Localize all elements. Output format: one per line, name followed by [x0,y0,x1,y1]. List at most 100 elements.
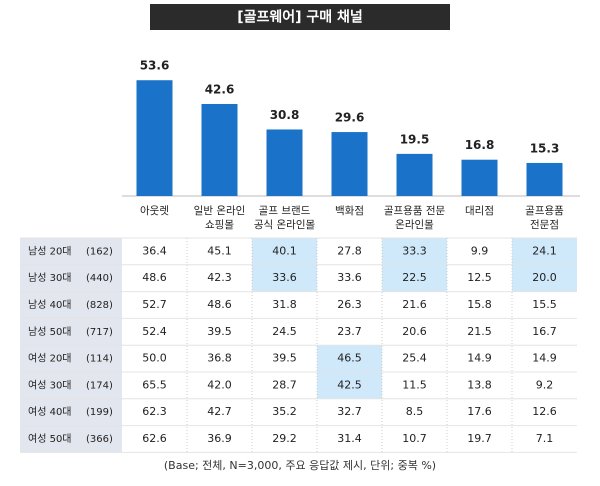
highlight-cell [252,238,317,265]
category-label: 골프 브랜드 [259,205,311,217]
table-cell: 8.5 [406,405,424,418]
row-label: 여성 40대 [28,406,72,418]
category-label: 골프용품 전문 [384,205,446,217]
table-cell: 33.6 [337,271,362,284]
table-cell: 52.7 [142,298,167,311]
bar [201,103,238,196]
value-label: 29.6 [335,111,365,125]
category-label: 골프용품 [525,205,564,217]
row-n: (440) [86,273,113,284]
value-label: 16.8 [465,138,495,152]
highlight-cell [317,345,382,372]
bar [396,153,433,196]
table-cell: 42.5 [337,378,362,391]
table-cell: 11.5 [402,378,427,391]
highlight-cell [317,372,382,399]
category-label: 전문점 [530,219,559,231]
chart-title: [골프웨어] 구매 채널 [237,9,363,26]
table-cell: 62.3 [142,405,167,418]
bar [266,129,303,196]
table-cell: 52.4 [142,325,167,338]
table-cell: 33.6 [272,271,297,284]
row-label: 여성 30대 [28,379,72,391]
table-cell: 10.7 [402,432,427,445]
table-cell: 26.3 [337,298,362,311]
table-cell: 15.8 [467,298,492,311]
table-cell: 36.8 [207,352,232,365]
highlight-cell [382,264,447,292]
bar [526,162,563,196]
value-label: 42.6 [205,82,235,96]
table-cell: 42.7 [207,405,232,418]
row-label: 남성 50대 [28,326,72,338]
table-cell: 35.2 [272,405,297,418]
table-cell: 45.1 [207,244,232,257]
row-label: 남성 20대 [28,245,72,257]
highlight-cell [512,264,577,292]
table-cell: 15.5 [532,298,557,311]
row-label: 남성 40대 [28,299,72,311]
value-label: 30.8 [270,108,300,122]
category-label: 공식 온라인몰 [254,219,316,231]
table-cell: 29.2 [272,432,297,445]
bar [331,132,368,196]
table-cell: 14.9 [467,352,492,365]
footnote: (Base; 전체, N=3,000, 주요 응답값 제시, 단위; 중복 %) [164,459,436,472]
row-n: (162) [86,246,113,257]
table-cell: 13.8 [467,378,492,391]
row-n: (717) [86,327,113,338]
table-cell: 42.3 [207,271,232,284]
title-bar [150,4,450,30]
table-cell: 22.5 [402,271,427,284]
table-cell: 48.6 [142,271,167,284]
table-cell: 9.2 [536,378,554,391]
category-label: 아웃렛 [140,205,169,217]
table-cell: 42.0 [207,378,232,391]
table-cell: 20.6 [402,325,427,338]
table-cell: 12.5 [467,271,492,284]
table-cell: 50.0 [142,352,167,365]
row-n: (828) [86,300,113,311]
bar [136,80,173,196]
row-n: (366) [86,434,113,445]
table-cell: 19.7 [467,432,492,445]
table-cell: 28.7 [272,378,297,391]
table-cell: 62.6 [142,432,167,445]
bar [461,159,498,196]
table-cell: 33.3 [402,244,427,257]
table-cell: 23.7 [337,325,362,338]
row-label: 남성 30대 [28,272,72,284]
category-label: 쇼핑몰 [205,219,234,231]
highlight-cell [512,238,577,265]
category-label: 대리점 [465,205,494,217]
table-cell: 16.7 [532,325,557,338]
row-n: (174) [86,380,113,391]
table-cell: 24.5 [272,325,297,338]
table-cell: 39.5 [272,352,297,365]
row-n: (199) [86,407,113,418]
table-cell: 12.6 [532,405,557,418]
table-cell: 31.4 [337,432,362,445]
table-cell: 24.1 [532,244,557,257]
value-label: 15.3 [530,141,560,155]
row-n: (114) [86,354,113,365]
category-label: 온라인몰 [395,219,434,231]
table-cell: 20.0 [532,271,557,284]
table-cell: 36.9 [207,432,232,445]
table-cell: 36.4 [142,244,167,257]
table-cell: 39.5 [207,325,232,338]
highlight-cell [382,238,447,265]
table-cell: 40.1 [272,244,297,257]
table-cell: 17.6 [467,405,492,418]
highlight-cell [252,264,317,292]
value-label: 19.5 [400,132,430,146]
table-cell: 9.9 [471,244,489,257]
table-cell: 48.6 [207,298,232,311]
value-label: 53.6 [140,59,170,73]
table-cell: 27.8 [337,244,362,257]
table-cell: 21.5 [467,325,492,338]
table-cell: 46.5 [337,352,362,365]
table-cell: 32.7 [337,405,362,418]
table-cell: 14.9 [532,352,557,365]
